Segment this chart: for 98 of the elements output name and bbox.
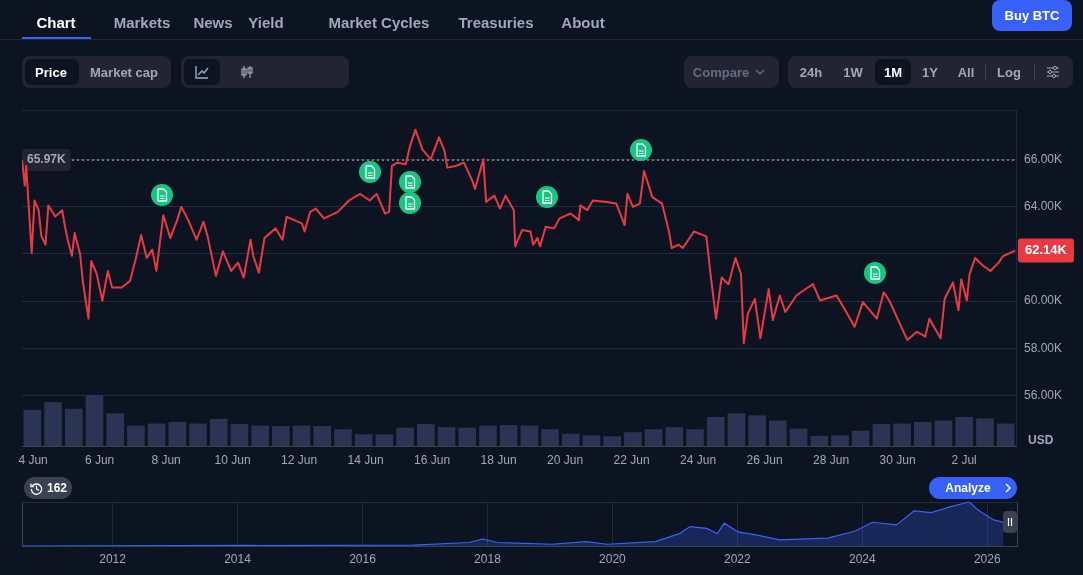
bar [976,418,994,446]
bar [251,425,269,446]
bar [23,409,42,446]
x-tick-label: 2018 [474,551,502,566]
bar [230,424,249,446]
text: Buy BTC [1004,7,1060,23]
text: Yield [248,13,284,31]
text: Chart [36,13,76,31]
bar [955,416,974,446]
x-tick-label: 6 Jun [84,452,115,467]
text: Treasuries [458,13,534,31]
bar [561,433,580,446]
x-tick-label: 2024 [848,551,876,566]
text: Market Cycles [328,13,430,31]
bar [106,413,124,446]
text: Markets [113,13,171,31]
bar [727,413,746,446]
x-tick-label: 22 Jun [613,452,650,467]
y-tick-label: 60.00K [1024,293,1063,308]
text: About [561,13,605,31]
bar [272,426,290,446]
bar [851,430,870,446]
bar [85,395,104,446]
text: All [957,64,975,80]
y-tick-label: 58.00K [1024,340,1063,355]
bar [334,429,352,446]
bar [644,429,663,446]
bar [292,425,311,446]
bar [872,424,891,446]
bar [520,425,539,446]
y-tick-label: 66.00K [1024,151,1063,166]
bar [996,423,1015,446]
x-tick-label: 2014 [224,551,252,566]
text: News [193,13,233,31]
bar [541,429,559,446]
x-tick-label: 26 Jun [746,452,783,467]
bar [582,435,601,446]
bar [354,434,373,446]
bar [769,420,787,446]
bar [189,423,207,446]
text: 1W [843,64,863,80]
bar [934,420,953,446]
x-tick-label: 16 Jun [414,452,451,467]
bar [914,422,932,446]
bar [831,435,849,446]
bar [810,435,829,446]
annotation: 62.14K [1025,242,1068,258]
bar [313,426,332,446]
x-tick-label: 30 Jun [879,452,916,467]
x-tick-label: 2020 [599,551,627,566]
bar [624,432,642,446]
x-tick-label: 12 Jun [281,452,318,467]
x-tick-label: 20 Jun [547,452,584,467]
bar [686,429,704,446]
bar [396,427,414,446]
y-axis-title: USD [1028,433,1054,448]
bar [458,427,477,446]
bar [706,416,725,446]
bar [665,427,684,446]
bar [168,422,187,446]
text: Market cap [90,64,158,80]
ref-line-label: 65.97K [27,152,67,167]
x-tick-label: 28 Jun [813,452,850,467]
bar [375,434,394,446]
x-tick-label: 10 Jun [214,452,251,467]
y-tick-label: 56.00K [1024,388,1063,403]
x-tick-label: 4 Jun [18,452,48,467]
bar [64,408,83,446]
bar [209,418,228,446]
bar [789,428,808,446]
x-tick-label: 18 Jun [480,452,517,467]
bar [603,436,621,446]
bar [893,423,911,446]
text: 1M [883,64,903,80]
text: 1Y [922,64,938,80]
x-tick-label: 2016 [349,551,377,566]
bar [127,425,145,446]
bar [417,424,435,446]
x-tick-label: 2 Jul [951,452,977,467]
bar [748,415,766,446]
text: Price [35,64,67,80]
x-tick-label: 8 Jun [151,452,181,467]
text: Log [997,64,1021,80]
x-tick-label: 2012 [99,551,127,566]
text: 162 [46,481,68,495]
x-tick-label: 24 Jun [680,452,717,467]
bar [147,423,166,446]
x-tick-label: 2026 [973,551,1001,566]
bar [499,425,518,446]
x-tick-label: 14 Jun [347,452,384,467]
bar [44,402,62,446]
bar [437,427,456,446]
text: 24h [799,64,823,80]
text: Analyze [945,481,991,495]
y-tick-label: 64.00K [1024,198,1063,213]
x-tick-label: 2022 [724,551,752,566]
bar [479,425,497,446]
text: Compare [692,64,750,80]
